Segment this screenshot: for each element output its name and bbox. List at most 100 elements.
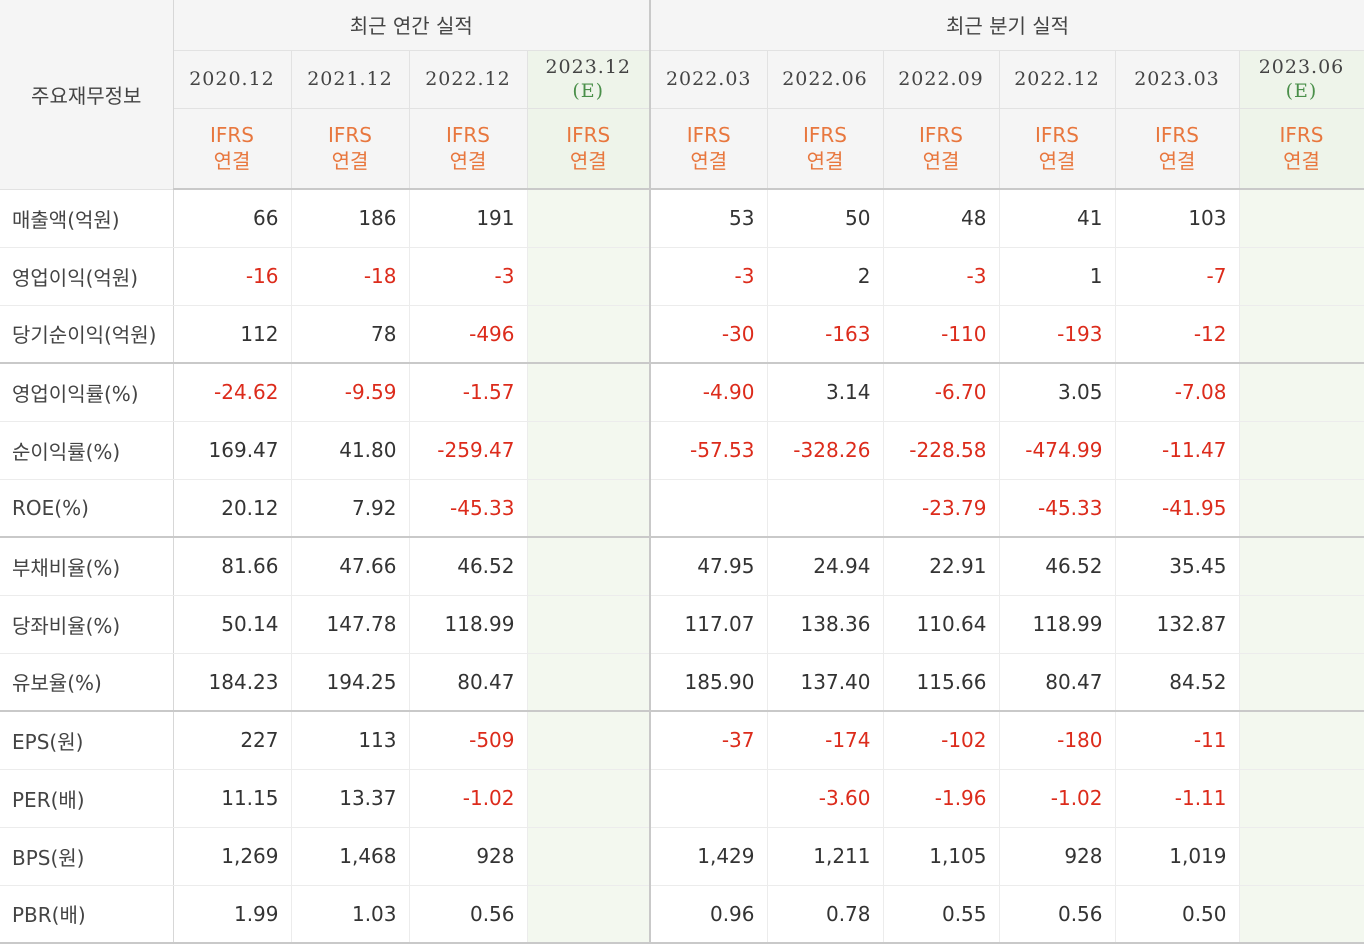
- value-cell: 1.99: [173, 885, 292, 944]
- value-cell: 117.07: [649, 595, 768, 654]
- value-cell: -9.59: [291, 363, 410, 422]
- ifrs-label: IFRS: [686, 123, 731, 148]
- ifrs-header: IFRS 연결: [767, 108, 884, 190]
- row-label: 영업이익(억원): [0, 247, 174, 306]
- row-label: 부채비율(%): [0, 537, 174, 596]
- estimate-cell: [1239, 653, 1364, 712]
- value-cell: 928: [409, 827, 528, 886]
- estimate-cell: [1239, 421, 1364, 480]
- table-body: 매출액(억원) 66 186 191 53 50 48 41 103 영업이익(억원) -16 -18…: [0, 189, 1364, 944]
- value-cell: 50: [767, 189, 884, 248]
- value-cell: 35.45: [1115, 537, 1240, 596]
- value-cell: 80.47: [409, 653, 528, 712]
- value-cell: 46.52: [999, 537, 1116, 596]
- value-cell: 137.40: [767, 653, 884, 712]
- value-cell: -4.90: [649, 363, 768, 422]
- row-label: PBR(배): [0, 885, 174, 944]
- value-cell: -7.08: [1115, 363, 1240, 422]
- value-cell: 84.52: [1115, 653, 1240, 712]
- ifrs-consolidated-label: 연결: [690, 149, 728, 174]
- value-cell: -23.79: [883, 479, 1000, 538]
- value-cell: -102: [883, 711, 1000, 770]
- value-cell: 3.05: [999, 363, 1116, 422]
- value-cell: 928: [999, 827, 1116, 886]
- estimate-cell: [527, 363, 651, 422]
- value-cell: -3: [649, 247, 768, 306]
- estimate-cell: [527, 769, 651, 828]
- value-cell: [767, 479, 884, 538]
- value-cell: 138.36: [767, 595, 884, 654]
- value-cell: -228.58: [883, 421, 1000, 480]
- value-cell: [649, 479, 768, 538]
- ifrs-label: IFRS: [1279, 123, 1324, 148]
- estimate-cell: [527, 247, 651, 306]
- value-cell: 24.94: [767, 537, 884, 596]
- ifrs-consolidated-label: 연결: [1283, 149, 1320, 174]
- estimate-cell: [527, 537, 651, 596]
- value-cell: 112: [173, 305, 292, 364]
- estimate-cell: [1239, 363, 1364, 422]
- value-cell: -1.57: [409, 363, 528, 422]
- period-header-row: 2020.12 2021.12 2022.12 2023.12 (E) 2022.…: [0, 50, 1364, 109]
- period-label: 2022.03: [665, 68, 752, 90]
- value-cell: -1.96: [883, 769, 1000, 828]
- estimate-cell: [1239, 479, 1364, 538]
- value-cell: 1,019: [1115, 827, 1240, 886]
- estimate-cell: [1239, 769, 1364, 828]
- table-row: PBR(배) 1.99 1.03 0.56 0.96 0.78 0.55 0.56 0.50: [0, 885, 1364, 944]
- period-header: 2021.12: [291, 50, 410, 109]
- period-header: 2022.12: [409, 50, 528, 109]
- value-cell: 46.52: [409, 537, 528, 596]
- value-cell: 132.87: [1115, 595, 1240, 654]
- value-cell: -37: [649, 711, 768, 770]
- period-header-estimate: 2023.06 (E): [1239, 50, 1364, 109]
- value-cell: -30: [649, 305, 768, 364]
- value-cell: -474.99: [999, 421, 1116, 480]
- value-cell: -41.95: [1115, 479, 1240, 538]
- ifrs-label: IFRS: [919, 123, 963, 148]
- value-cell: -3: [409, 247, 528, 306]
- ifrs-label: IFRS: [1035, 123, 1079, 148]
- period-header-estimate: 2023.12 (E): [527, 50, 651, 109]
- period-label: 2022.12: [1014, 68, 1100, 90]
- value-cell: 48: [883, 189, 1000, 248]
- row-label: 영업이익률(%): [0, 363, 174, 422]
- value-cell: 1,105: [883, 827, 1000, 886]
- value-cell: -45.33: [409, 479, 528, 538]
- value-cell: -193: [999, 305, 1116, 364]
- annual-group-header: 최근 연간 실적: [173, 0, 650, 51]
- row-label: EPS(원): [0, 711, 174, 770]
- ifrs-consolidated-label: 연결: [569, 149, 607, 174]
- value-cell: 110.64: [883, 595, 1000, 654]
- table-row: BPS(원) 1,269 1,468 928 1,429 1,211 1,105 928 1,0…: [0, 827, 1364, 886]
- value-cell: 2: [767, 247, 884, 306]
- value-cell: 0.56: [409, 885, 528, 944]
- period-label: 2022.12: [425, 68, 511, 90]
- row-label: 당기순이익(억원): [0, 305, 174, 364]
- table-row: 부채비율(%) 81.66 47.66 46.52 47.95 24.94 22.91 46.…: [0, 537, 1364, 596]
- ifrs-consolidated-label: 연결: [806, 149, 844, 174]
- value-cell: 0.78: [767, 885, 884, 944]
- group-header-row: 주요재무정보 최근 연간 실적 최근 분기 실적: [0, 0, 1364, 190]
- ifrs-header: IFRS 연결: [883, 108, 1000, 190]
- ifrs-consolidated-label: 연결: [213, 149, 251, 174]
- table-row: 순이익률(%) 169.47 41.80 -259.47 -57.53 -328.26 -2…: [0, 421, 1364, 480]
- table-row: 유보율(%) 184.23 194.25 80.47 185.90 137.40 115.6…: [0, 653, 1364, 712]
- period-header: 2023.03: [1115, 50, 1240, 109]
- period-label: 2021.12: [307, 68, 393, 90]
- row-label: ROE(%): [0, 479, 174, 538]
- row-label: 유보율(%): [0, 653, 174, 712]
- ifrs-header-row: IFRS 연결 IFRS 연결 IFRS 연결 IFRS 연결 IFRS 연결 IFRS 연결 IFRS…: [0, 108, 1364, 190]
- table-row: 당기순이익(억원) 112 78 -496 -30 -163 -110 -193 -12: [0, 305, 1364, 364]
- ifrs-header: IFRS 연결: [649, 108, 768, 190]
- value-cell: 3.14: [767, 363, 884, 422]
- period-label: 2023.12: [545, 56, 632, 78]
- table-row: 영업이익률(%) -24.62 -9.59 -1.57 -4.90 3.14 -6.70 3.…: [0, 363, 1364, 422]
- period-label: 2020.12: [189, 68, 275, 90]
- value-cell: -110: [883, 305, 1000, 364]
- estimate-cell: [1239, 537, 1364, 596]
- estimate-tag: (E): [1285, 80, 1318, 102]
- row-label: PER(배): [0, 769, 174, 828]
- period-header: 2022.06: [767, 50, 884, 109]
